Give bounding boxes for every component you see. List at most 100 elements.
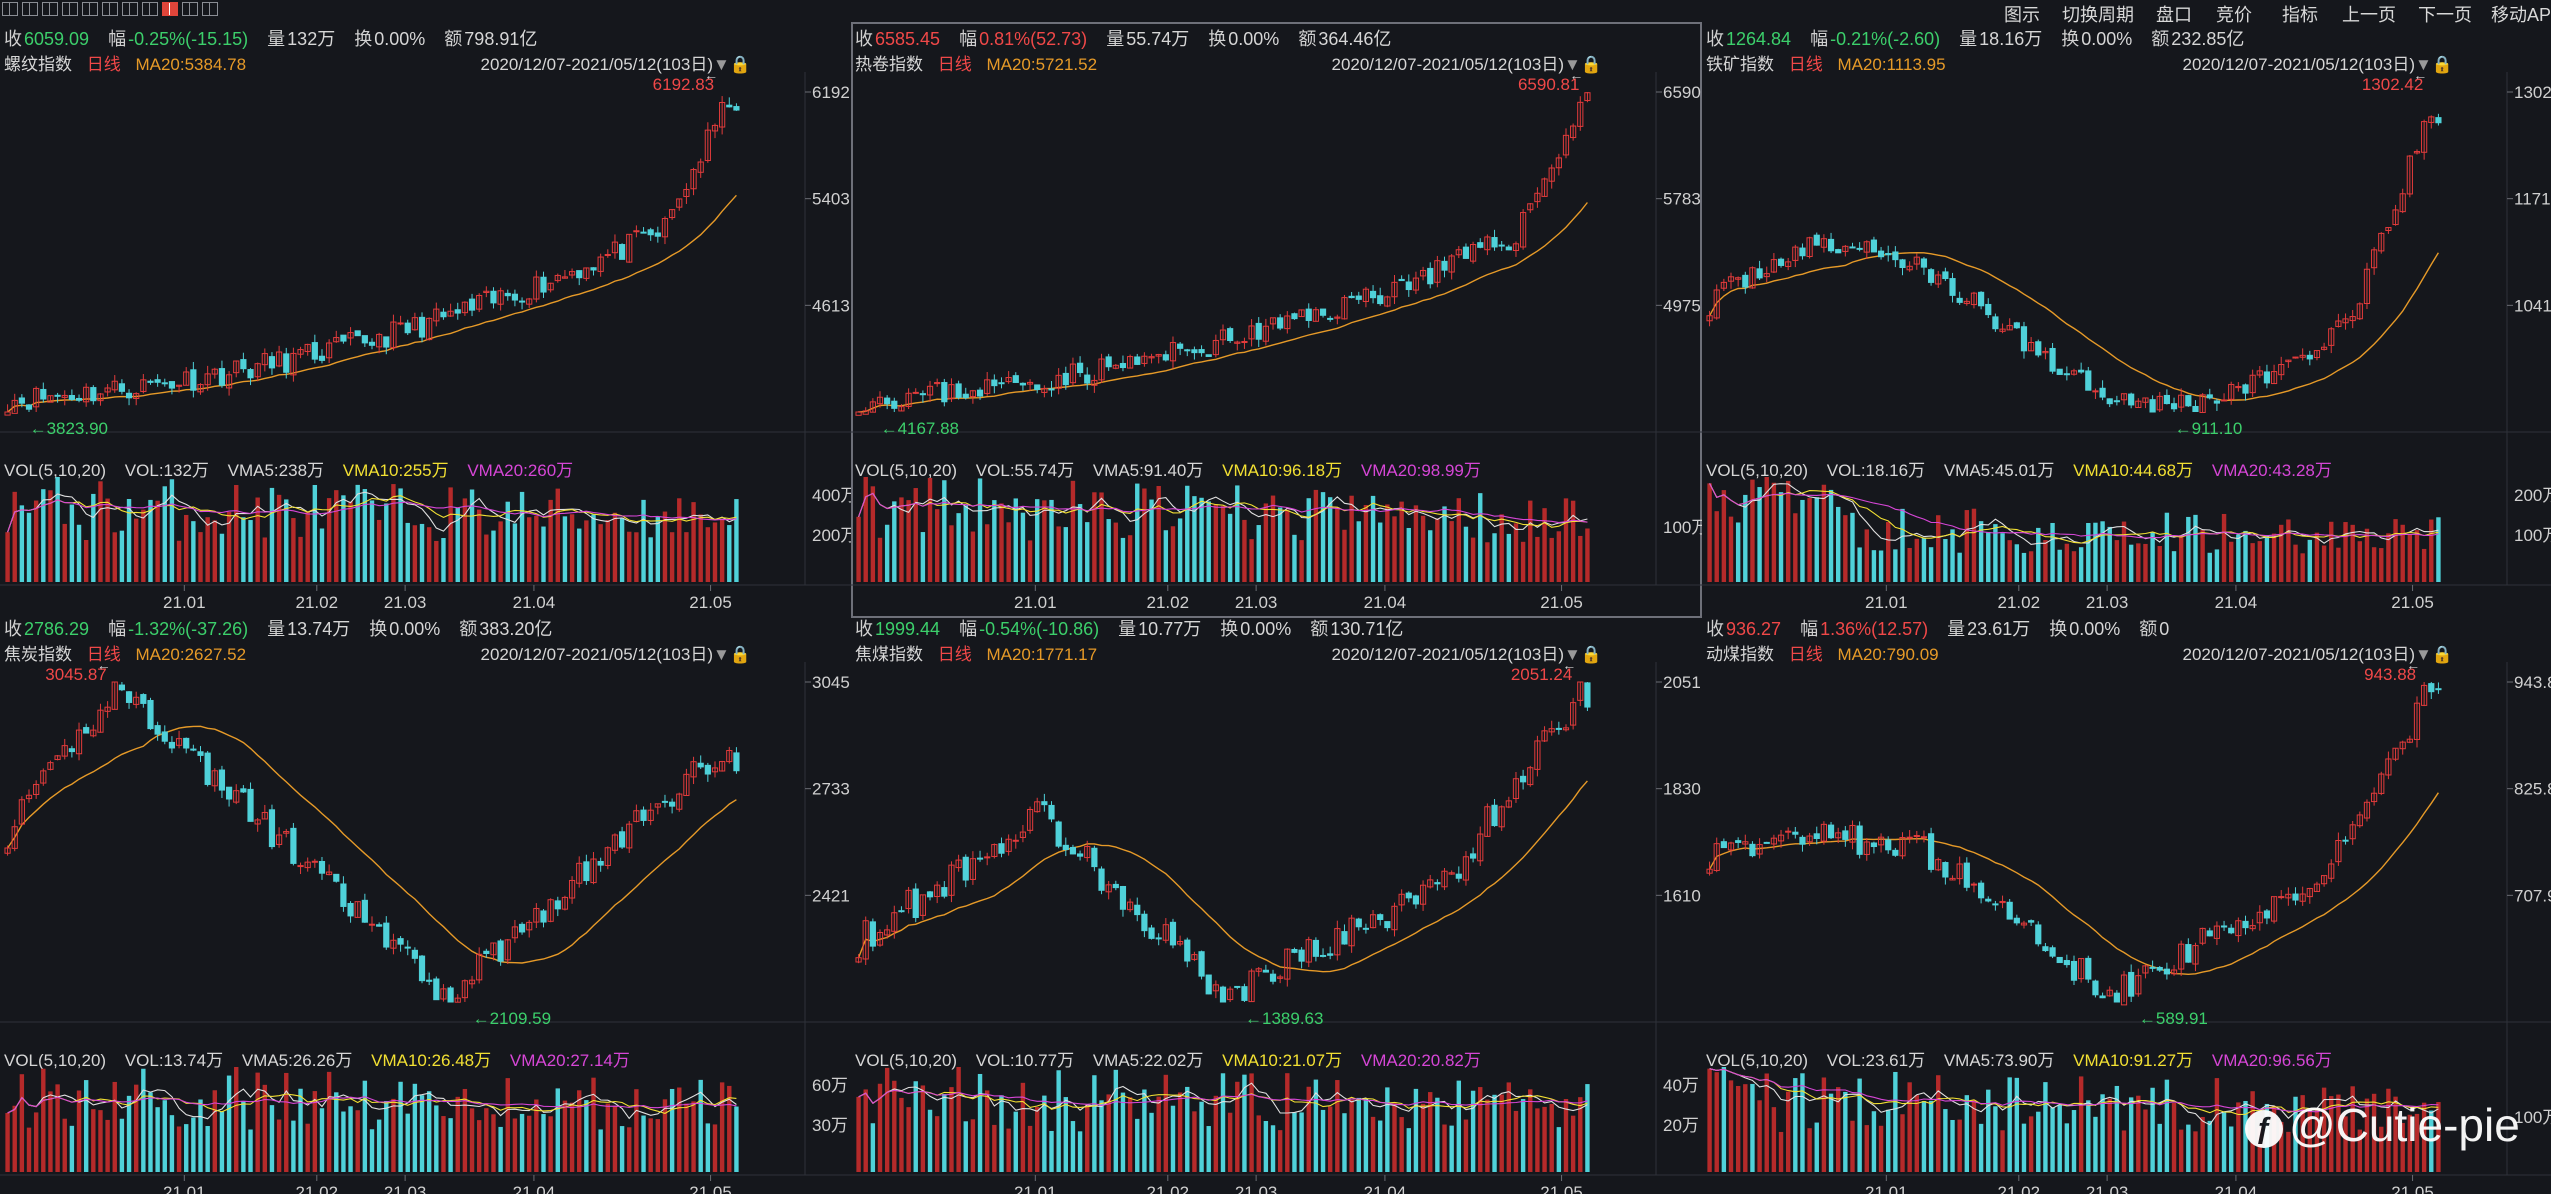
chart-panel-coking-coal[interactable]: 收 1999.44 幅 -0.54%(-10.86) 量 10.77万 换 0.00% … xyxy=(851,612,1702,1194)
volume-bar xyxy=(1227,1112,1233,1172)
chart-panel-iron-ore[interactable]: 收 1264.84 幅 -0.21%(-2.60) 量 18.16万 换 0.00% 额… xyxy=(1702,22,2551,618)
volume-bar xyxy=(262,1084,268,1172)
dropdown-triangle-icon[interactable]: ▼ xyxy=(713,55,730,74)
date-range[interactable]: 2020/12/07-2021/05/12(103日)▼🔒 xyxy=(2182,640,2453,665)
layout-11-icon[interactable] xyxy=(202,2,218,16)
candle xyxy=(626,823,633,849)
contract-name[interactable]: 焦炭指数 xyxy=(4,645,72,664)
period-label[interactable]: 日线 xyxy=(937,645,972,664)
kline-chart[interactable]: 3045.87←←2109.593045.872733.782421.6860万… xyxy=(0,612,851,1194)
candle xyxy=(2106,989,2113,997)
candle xyxy=(247,369,254,379)
lock-icon[interactable]: 🔒 xyxy=(1580,55,1602,74)
layout-3-icon[interactable] xyxy=(42,2,58,16)
dropdown-triangle-icon[interactable]: ▼ xyxy=(1564,645,1581,664)
volume-bar xyxy=(555,1088,560,1172)
menu-switch-period[interactable]: 切换周期 xyxy=(2062,5,2134,25)
dropdown-triangle-icon[interactable]: ▼ xyxy=(2415,645,2432,664)
kline-chart[interactable]: 1302.42←←911.101302.421171.981041.54200万… xyxy=(1702,22,2551,618)
dropdown-triangle-icon[interactable]: ▼ xyxy=(2415,55,2432,74)
period-label[interactable]: 日线 xyxy=(86,55,121,74)
volume-bar xyxy=(1986,531,1991,582)
amp-label: 幅 xyxy=(108,619,127,639)
vol-title[interactable]: VOL(5,10,20) xyxy=(855,1051,958,1070)
lock-icon[interactable]: 🔒 xyxy=(1580,645,1602,664)
period-label[interactable]: 日线 xyxy=(1788,55,1823,74)
contract-name[interactable]: 热卷指数 xyxy=(855,55,923,74)
layout-7-icon[interactable] xyxy=(122,2,138,16)
menu-next-page[interactable]: 下一页 xyxy=(2418,5,2472,25)
layout-8-icon[interactable] xyxy=(142,2,158,16)
candle xyxy=(661,218,669,238)
candle xyxy=(1999,900,2006,904)
date-range[interactable]: 2020/12/07-2021/05/12(103日)▼🔒 xyxy=(2182,50,2453,75)
candle xyxy=(247,788,254,822)
date-range[interactable]: 2020/12/07-2021/05/12(103日)▼🔒 xyxy=(1331,50,1602,75)
contract-name[interactable]: 焦煤指数 xyxy=(855,645,923,664)
candle xyxy=(597,860,604,866)
contract-name[interactable]: 铁矿指数 xyxy=(1706,55,1774,74)
vol-title[interactable]: VOL(5,10,20) xyxy=(1706,1051,1809,1070)
kline-chart[interactable]: 943.88←←589.91943.88825.89707.90100万21.0… xyxy=(1702,612,2551,1194)
chart-panel-coke[interactable]: 收 2786.29 幅 -1.32%(-37.26) 量 13.74万 换 0.00% … xyxy=(0,612,851,1194)
volume-bar xyxy=(1814,1122,1819,1172)
contract-name[interactable]: 动煤指数 xyxy=(1706,645,1774,664)
vol-title[interactable]: VOL(5,10,20) xyxy=(855,461,958,480)
volume-bar xyxy=(1006,522,1011,582)
lock-icon[interactable]: 🔒 xyxy=(729,645,751,664)
vma10-value: VMA10:255万 xyxy=(342,461,449,480)
layout-9-icon[interactable] xyxy=(162,2,178,16)
volume-bar xyxy=(2364,1098,2370,1172)
vol-title[interactable]: VOL(5,10,20) xyxy=(1706,461,1809,480)
kline-chart[interactable]: 6192.83←←3823.906192.835403.194613.54400… xyxy=(0,22,851,618)
kline-chart[interactable]: 6590.81←←4167.886590.815783.174975.52100… xyxy=(851,22,1702,618)
volume-bar xyxy=(920,1085,926,1172)
candle xyxy=(1512,243,1520,252)
menu-indicator[interactable]: 指标 xyxy=(2282,5,2318,25)
date-range[interactable]: 2020/12/07-2021/05/12(103日)▼🔒 xyxy=(480,50,751,75)
volume-bar xyxy=(2057,1104,2062,1172)
lock-icon[interactable]: 🔒 xyxy=(2431,55,2453,74)
volume-bar xyxy=(942,480,947,582)
period-label[interactable]: 日线 xyxy=(937,55,972,74)
date-range[interactable]: 2020/12/07-2021/05/12(103日)▼🔒 xyxy=(480,640,751,665)
vol-now: VOL:132万 xyxy=(124,461,209,480)
layout-5-icon[interactable] xyxy=(82,2,98,16)
layout-2-icon[interactable] xyxy=(22,2,38,16)
vma20-value: VMA20:96.56万 xyxy=(2211,1051,2332,1070)
volume-bar xyxy=(641,499,646,582)
candle xyxy=(2406,155,2413,195)
layout-1-icon[interactable] xyxy=(2,2,18,16)
date-range[interactable]: 2020/12/07-2021/05/12(103日)▼🔒 xyxy=(1331,640,1602,665)
dropdown-triangle-icon[interactable]: ▼ xyxy=(713,645,730,664)
layout-6-icon[interactable] xyxy=(102,2,118,16)
lock-icon[interactable]: 🔒 xyxy=(2431,645,2453,664)
menu-mobile-app[interactable]: 移动AP xyxy=(2491,5,2551,25)
candle xyxy=(1005,377,1012,383)
period-label[interactable]: 日线 xyxy=(1788,645,1823,664)
candle xyxy=(1570,702,1577,726)
layout-10-icon[interactable] xyxy=(182,2,198,16)
candle xyxy=(1835,249,1842,254)
indicator-row: 焦煤指数 日线 MA20:1771.17 xyxy=(855,640,1107,664)
candle xyxy=(1799,836,1806,845)
vol-title[interactable]: VOL(5,10,20) xyxy=(4,1051,107,1070)
period-label[interactable]: 日线 xyxy=(86,645,121,664)
candle xyxy=(468,979,476,985)
lock-icon[interactable]: 🔒 xyxy=(729,55,751,74)
menu-diagram[interactable]: 图示 xyxy=(2004,5,2040,25)
menu-order-book[interactable]: 盘口 xyxy=(2156,5,2192,25)
candle xyxy=(418,316,426,338)
layout-4-icon[interactable] xyxy=(62,2,78,16)
volume-bar xyxy=(1092,1075,1097,1172)
menu-prev-page[interactable]: 上一页 xyxy=(2342,5,2396,25)
menu-auction[interactable]: 竞价 xyxy=(2216,5,2252,25)
kline-chart[interactable]: 2051.24←←1389.632051.241830.701610.1740万… xyxy=(851,612,1702,1194)
candle xyxy=(2371,249,2378,269)
vol-title[interactable]: VOL(5,10,20) xyxy=(4,461,107,480)
dropdown-triangle-icon[interactable]: ▼ xyxy=(1564,55,1581,74)
contract-name[interactable]: 螺纹指数 xyxy=(4,55,72,74)
